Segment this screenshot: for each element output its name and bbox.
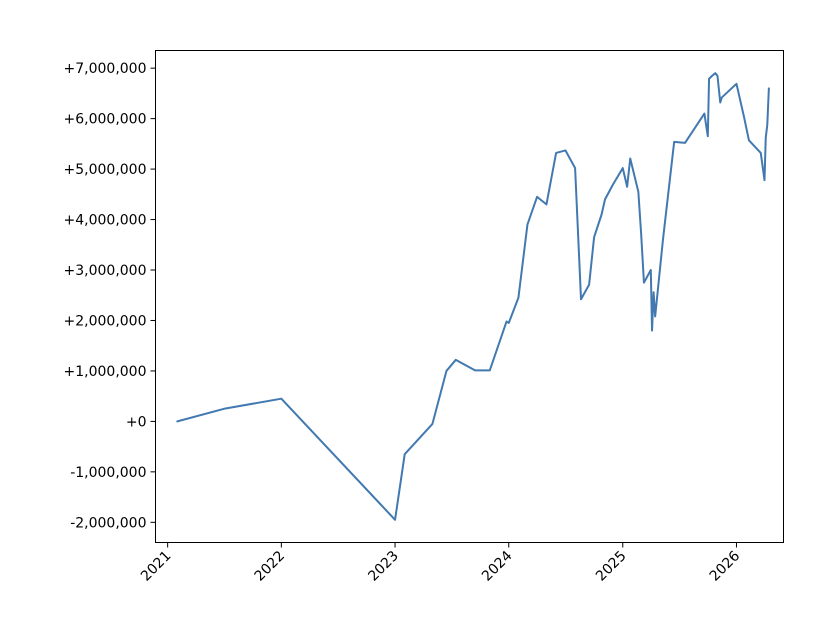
- y-tick-label: +7,000,000: [64, 61, 147, 77]
- plot-frame: [155, 50, 784, 543]
- plot-area: [155, 50, 784, 543]
- x-tick-label: 2025: [593, 548, 630, 585]
- y-tick-label: +5,000,000: [64, 162, 147, 178]
- y-axis: -2,000,000 -1,000,000 +0 +1,000,000 +2,000,0…: [64, 61, 156, 531]
- y-tick-label: +4,000,000: [64, 213, 147, 229]
- x-axis: 2021 2022 2023 2024 2025 2026: [138, 542, 744, 585]
- y-tick-label: +3,000,000: [64, 263, 147, 279]
- x-tick-label: 2024: [479, 548, 516, 585]
- y-tick-label: +0: [126, 414, 147, 430]
- y-tick-label: +1,000,000: [64, 364, 147, 380]
- x-tick-label: 2026: [707, 548, 744, 585]
- x-tick-label: 2021: [138, 548, 175, 585]
- series-line: [176, 72, 770, 521]
- y-tick-label: -1,000,000: [70, 465, 146, 481]
- series-layer: [176, 72, 770, 521]
- y-tick-label: +6,000,000: [64, 112, 147, 128]
- y-tick-label: -2,000,000: [70, 515, 146, 531]
- x-tick-label: 2023: [365, 548, 402, 585]
- y-tick-label: +2,000,000: [64, 313, 147, 329]
- x-tick-label: 2022: [252, 548, 289, 585]
